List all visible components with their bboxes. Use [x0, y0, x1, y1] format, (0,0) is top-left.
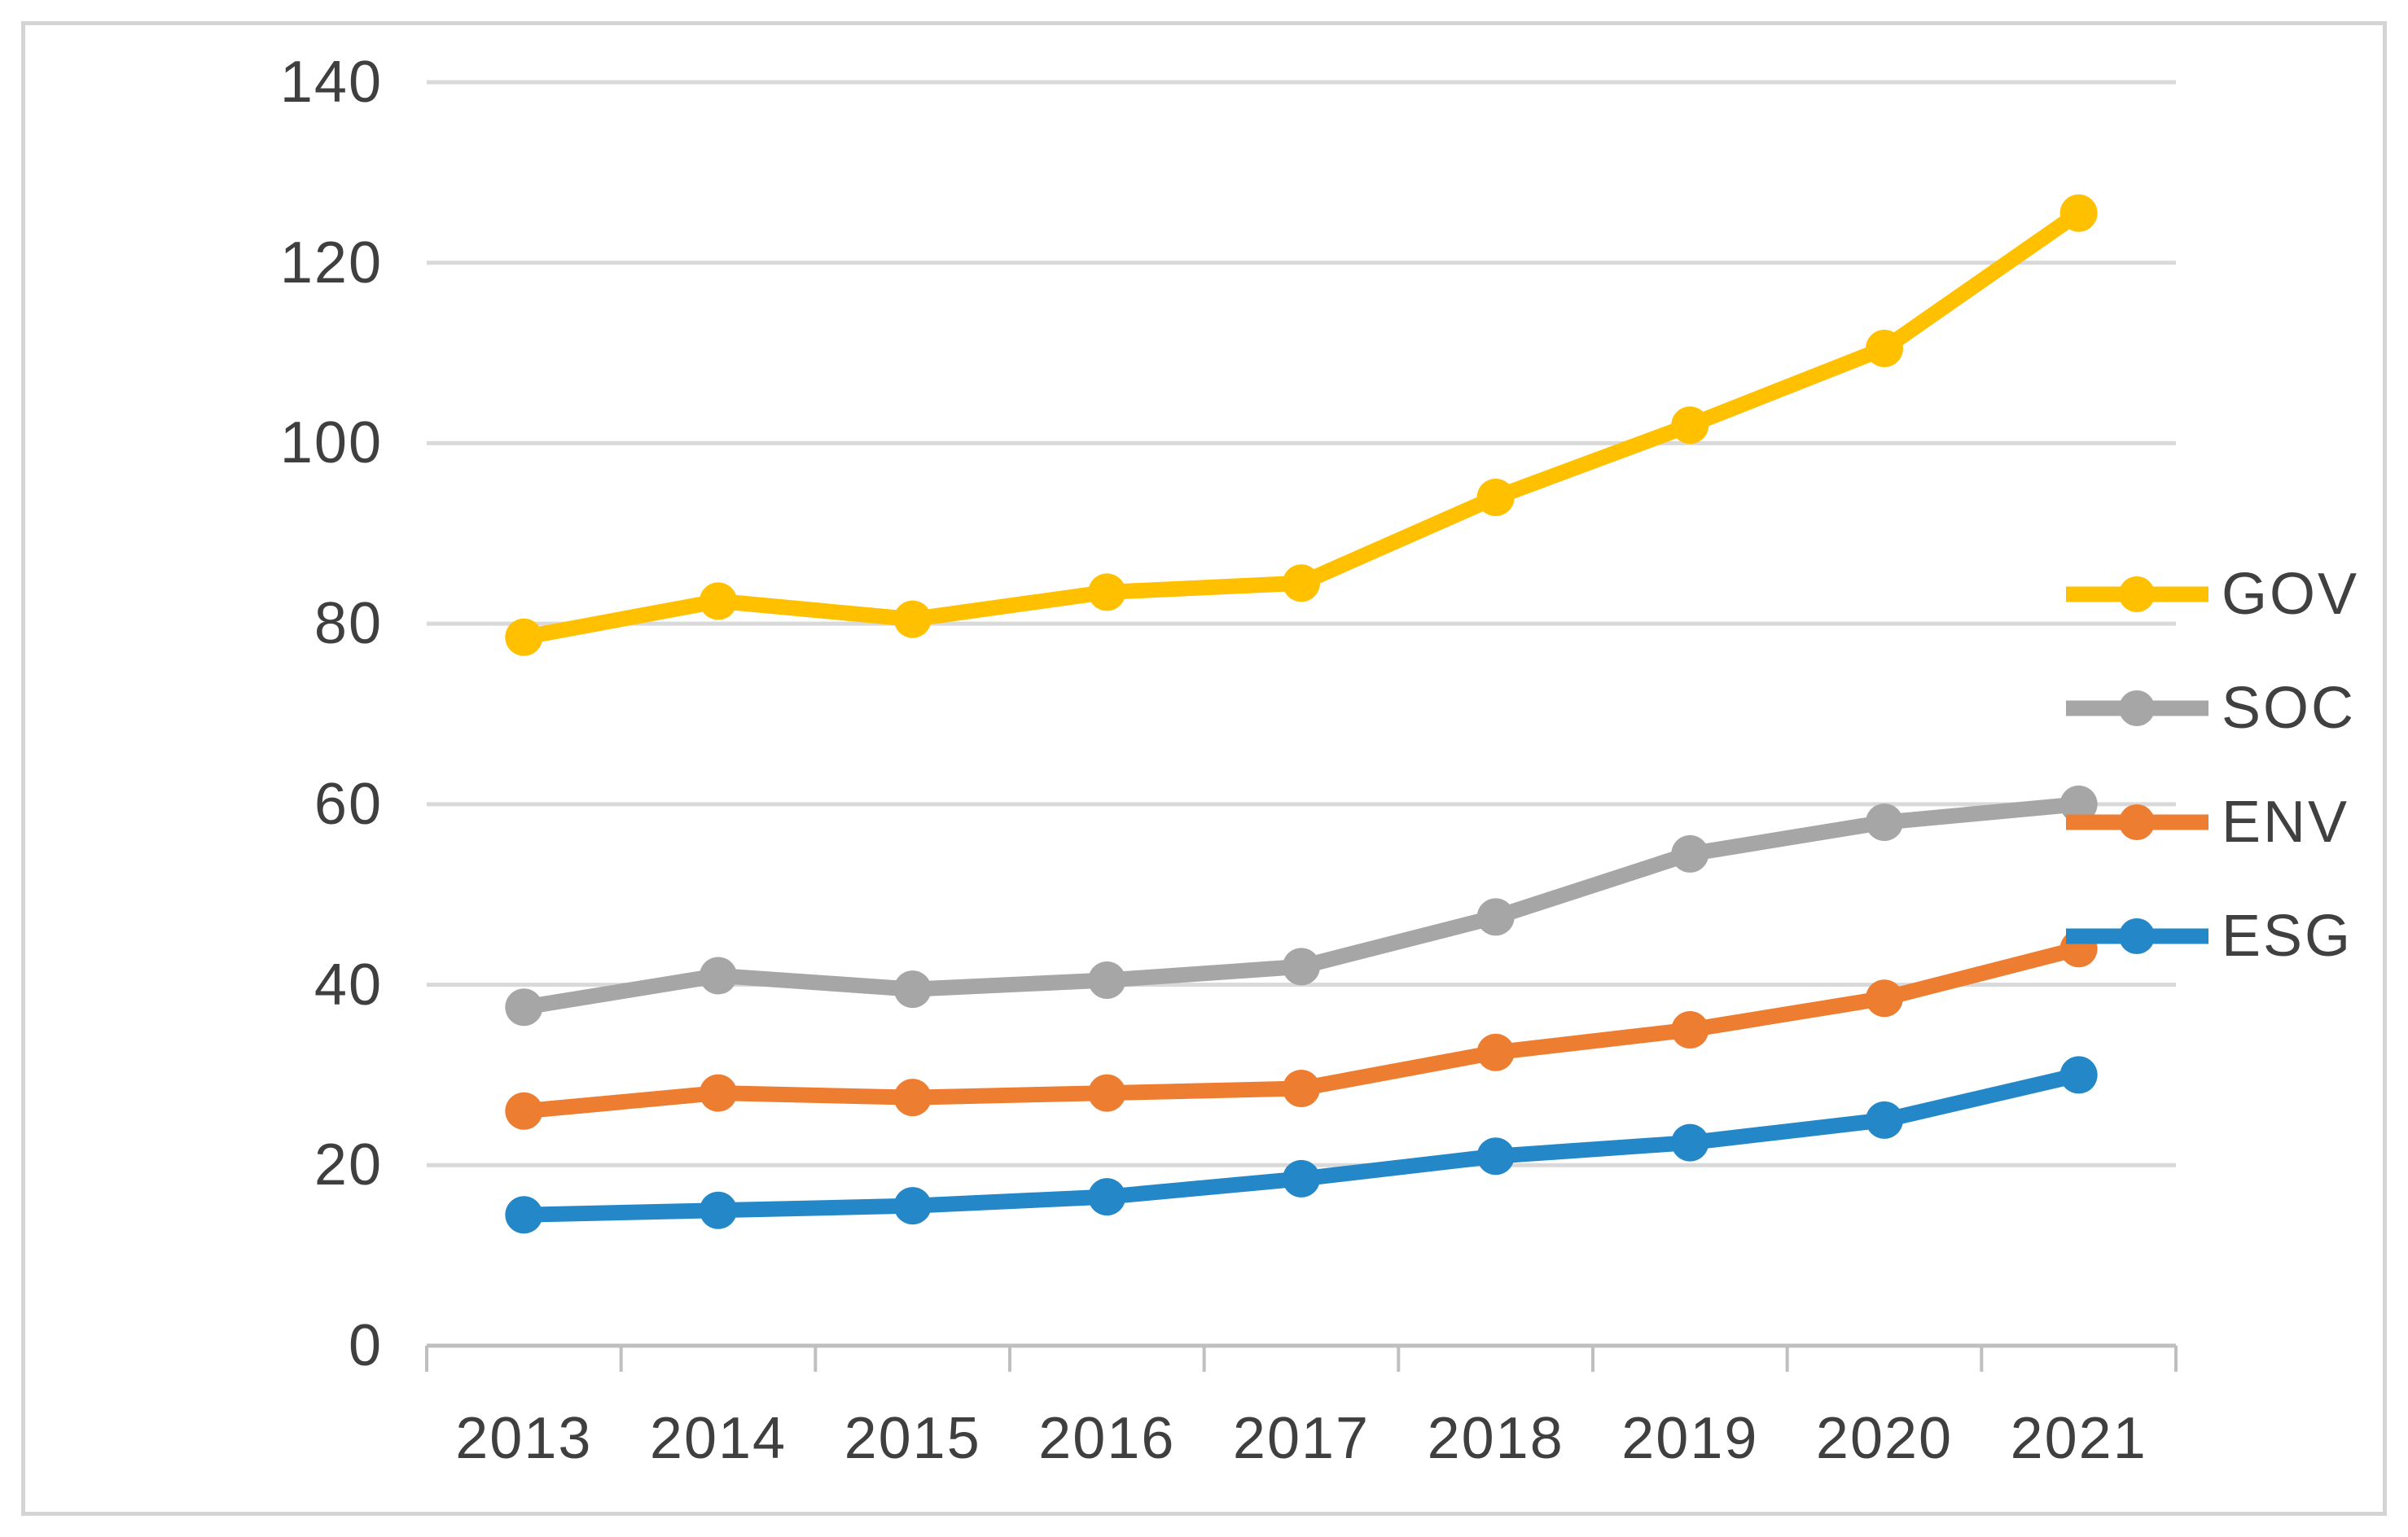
x-tick-label-2013: 2013 — [455, 1406, 593, 1471]
data-point-env-2014 — [700, 1074, 737, 1112]
data-point-gov-2016 — [1088, 573, 1126, 611]
data-point-gov-2021 — [2059, 194, 2098, 232]
data-point-gov-2014 — [700, 582, 737, 620]
y-tick-label-0: 0 — [348, 1313, 383, 1378]
x-tick-label-2018: 2018 — [1427, 1406, 1564, 1471]
y-tick-label-140: 140 — [279, 50, 383, 115]
data-point-soc-2016 — [1088, 961, 1126, 1000]
legend-label-esg: ESG — [2222, 904, 2353, 969]
data-point-esg-2015 — [893, 1187, 932, 1225]
data-point-soc-2018 — [1476, 898, 1515, 936]
data-point-esg-2018 — [1476, 1137, 1515, 1176]
y-tick-label-100: 100 — [279, 410, 383, 476]
data-point-soc-2020 — [1866, 804, 1903, 842]
data-point-soc-2019 — [1671, 834, 1709, 873]
x-tick-label-2021: 2021 — [2010, 1406, 2147, 1471]
data-point-soc-2017 — [1283, 948, 1320, 986]
data-point-gov-2015 — [893, 600, 932, 638]
data-point-gov-2013 — [505, 618, 543, 656]
y-tick-label-20: 20 — [314, 1132, 383, 1198]
data-point-esg-2017 — [1283, 1159, 1320, 1198]
legend-marker-env — [2119, 804, 2155, 840]
x-tick-label-2019: 2019 — [1621, 1406, 1759, 1471]
data-point-gov-2018 — [1476, 478, 1515, 516]
data-point-env-2017 — [1283, 1070, 1320, 1108]
data-point-soc-2021 — [2059, 785, 2098, 823]
data-point-esg-2021 — [2059, 1056, 2098, 1094]
data-point-gov-2019 — [1671, 406, 1709, 444]
data-point-soc-2013 — [505, 988, 543, 1027]
data-point-soc-2014 — [700, 957, 737, 995]
data-point-esg-2019 — [1671, 1123, 1709, 1162]
legend-label-gov: GOV — [2222, 562, 2360, 627]
x-tick-label-2016: 2016 — [1038, 1406, 1176, 1471]
legend-marker-esg — [2119, 918, 2155, 954]
x-tick-label-2017: 2017 — [1232, 1406, 1371, 1471]
x-tick-label-2015: 2015 — [844, 1406, 981, 1471]
data-point-gov-2017 — [1283, 564, 1320, 602]
data-point-env-2013 — [505, 1092, 543, 1130]
y-tick-label-60: 60 — [314, 771, 383, 837]
y-tick-label-40: 40 — [314, 952, 383, 1018]
data-point-esg-2014 — [700, 1191, 737, 1229]
legend-label-soc: SOC — [2222, 676, 2357, 741]
data-point-gov-2020 — [1866, 330, 1903, 368]
data-point-soc-2015 — [893, 970, 932, 1009]
data-point-env-2018 — [1476, 1033, 1515, 1071]
data-point-esg-2016 — [1088, 1178, 1126, 1216]
legend-marker-gov — [2119, 576, 2155, 612]
x-tick-label-2020: 2020 — [1815, 1406, 1954, 1471]
data-point-env-2019 — [1671, 1011, 1709, 1049]
y-tick-label-120: 120 — [279, 230, 383, 296]
data-point-env-2016 — [1088, 1074, 1126, 1112]
data-point-esg-2020 — [1866, 1101, 1903, 1139]
legend-marker-soc — [2119, 690, 2155, 726]
data-point-env-2015 — [893, 1079, 932, 1117]
y-tick-label-80: 80 — [314, 591, 383, 657]
data-point-esg-2013 — [505, 1196, 543, 1234]
x-tick-label-2014: 2014 — [649, 1406, 787, 1471]
data-point-env-2020 — [1866, 979, 1903, 1018]
legend-label-env: ENV — [2222, 790, 2350, 855]
